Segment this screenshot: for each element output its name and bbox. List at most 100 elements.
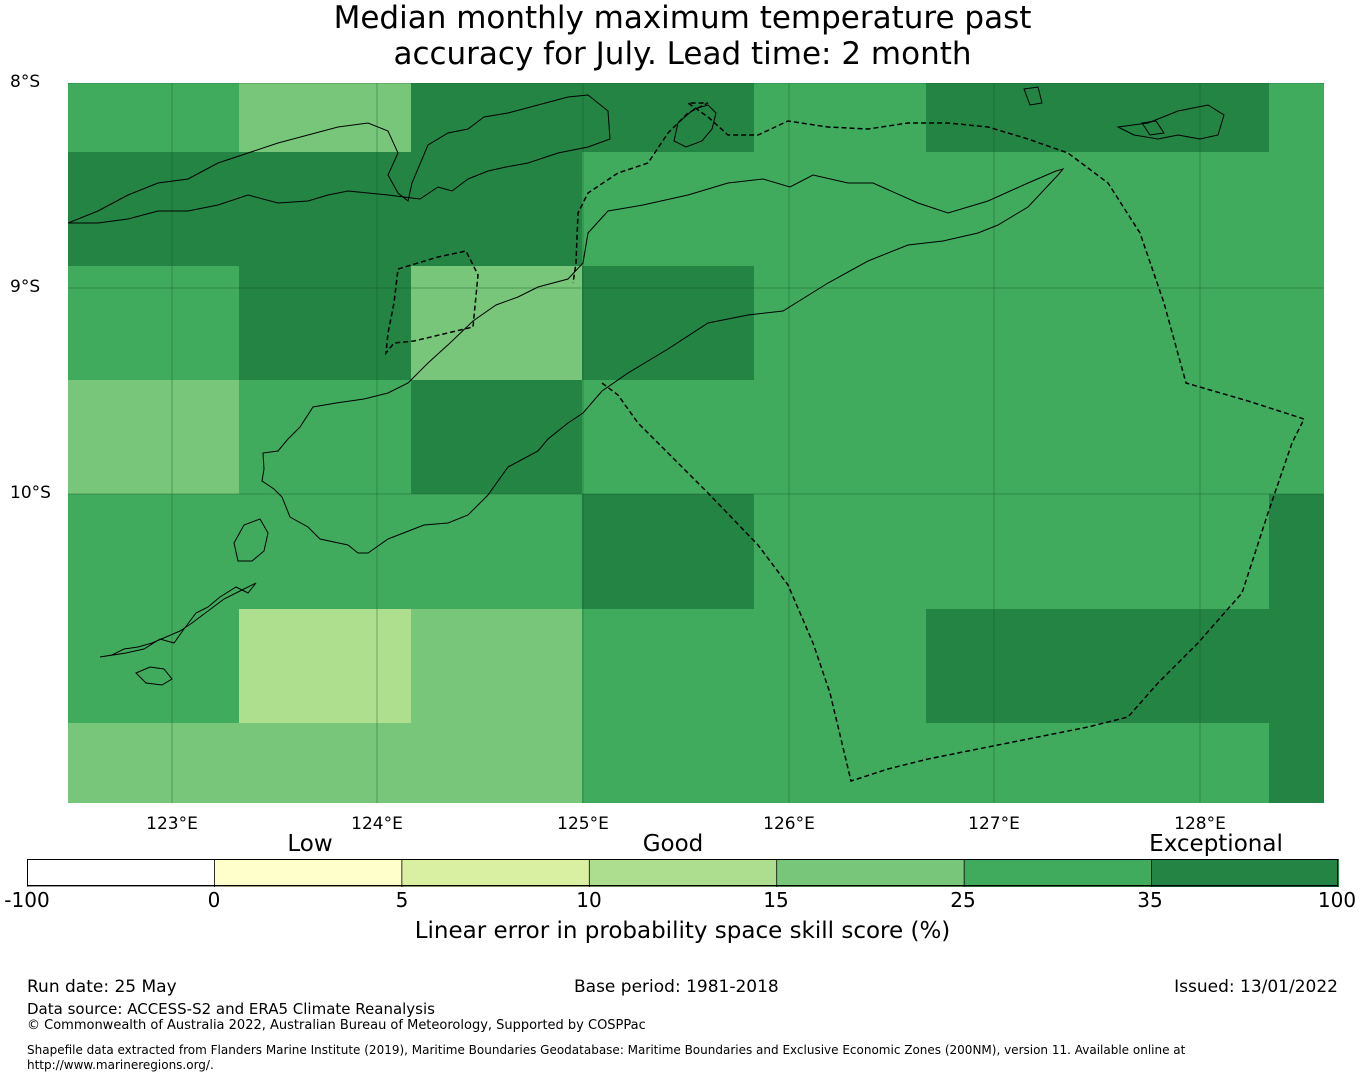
- grid-cell: [926, 494, 1097, 609]
- grid-cell: [926, 380, 1097, 494]
- colorbar-tick-5: 5: [395, 888, 409, 912]
- grid-cell: [68, 152, 239, 266]
- grid-cell: [582, 83, 754, 152]
- grid-cell: [68, 83, 239, 152]
- grid-cell: [1097, 266, 1269, 380]
- grid-cell: [754, 494, 926, 609]
- skill-score-map: [68, 83, 1324, 803]
- colorbar-tick-100: 100: [1317, 888, 1357, 912]
- lon-label-124e: 124°E: [351, 814, 403, 834]
- grid-cell: [411, 609, 582, 723]
- grid-cell: [754, 83, 926, 152]
- grid-cell: [1269, 83, 1324, 152]
- grid-cell: [582, 266, 754, 380]
- grid-cell: [1097, 380, 1269, 494]
- colorbar-segment: [588, 859, 778, 887]
- grid-cell: [582, 723, 754, 803]
- category-label-good: Good: [642, 831, 704, 857]
- colorbar-segment: [963, 859, 1153, 887]
- savu-coastline: [135, 666, 173, 686]
- grid-cell: [582, 494, 754, 609]
- grid-cell: [1097, 83, 1269, 152]
- grid-cell: [1269, 266, 1324, 380]
- category-label-low: Low: [287, 831, 333, 857]
- grid-cell: [1269, 152, 1324, 266]
- colorbar-segment: [401, 859, 591, 887]
- map-title-line-1: Median monthly maximum temperature past: [333, 0, 1032, 36]
- data-source: Data source: ACCESS-S2 and ERA5 Climate …: [27, 1000, 435, 1018]
- roti-coastline: [99, 582, 257, 658]
- lon-label-128e: 128°E: [1174, 814, 1226, 834]
- grid-cell: [411, 83, 582, 152]
- shapefile-credit-line-2: http://www.marineregions.org/.: [27, 1058, 214, 1072]
- grid-cell: [1097, 152, 1269, 266]
- shapefile-credit-line-1: Shapefile data extracted from Flanders M…: [27, 1043, 1186, 1057]
- grid-cell: [68, 494, 239, 609]
- colorbar-segments: [27, 859, 1339, 887]
- grid-cell: [1269, 494, 1324, 609]
- colorbar-segment: [776, 859, 966, 887]
- grid-cell: [68, 609, 239, 723]
- grid-cell: [411, 380, 582, 494]
- colorbar-tick-25: 25: [950, 888, 976, 912]
- grid-cell: [754, 152, 926, 266]
- grid-cell: [68, 380, 239, 494]
- lat-label-8s: 8°S: [10, 72, 41, 92]
- grid-cell: [411, 152, 582, 266]
- lon-label-127e: 127°E: [968, 814, 1020, 834]
- grid-cell: [1269, 723, 1324, 803]
- grid-cell: [239, 83, 411, 152]
- grid-cell: [754, 266, 926, 380]
- grid-cell: [1097, 723, 1269, 803]
- colorbar-tick-15: 15: [763, 888, 789, 912]
- lat-label-9s: 9°S: [10, 277, 41, 297]
- colorbar-frame: [27, 859, 1338, 886]
- coastlines: [68, 86, 1225, 686]
- colorbar-tick-minus-100: -100: [4, 888, 50, 912]
- grid-cell: [926, 266, 1097, 380]
- atauro-coastline: [1141, 120, 1165, 136]
- lon-label-123e: 123°E: [146, 814, 198, 834]
- grid-cell: [239, 266, 411, 380]
- grid-cell: [68, 266, 239, 380]
- graticule: [68, 83, 1324, 803]
- grid-cells: [68, 83, 1324, 803]
- grid-cell: [926, 83, 1097, 152]
- timor-leste-eez-boundary: [572, 102, 1306, 782]
- maritime-boundaries: [385, 102, 1306, 782]
- colorbar-segment: [27, 859, 216, 887]
- grid-cell: [411, 494, 582, 609]
- semau-coastline: [233, 518, 269, 562]
- grid-cell: [926, 152, 1097, 266]
- grid-cell: [582, 380, 754, 494]
- colorbar-segment: [1151, 859, 1339, 887]
- lon-label-125e: 125°E: [557, 814, 609, 834]
- colorbar-tick-35: 35: [1137, 888, 1163, 912]
- run-date: Run date: 25 May: [27, 977, 177, 997]
- grid-cell: [754, 380, 926, 494]
- grid-cell: [239, 494, 411, 609]
- grid-cell: [239, 609, 411, 723]
- grid-cell: [926, 609, 1097, 723]
- kisar-coastline: [1023, 86, 1043, 106]
- colorbar-tick-0: 0: [207, 888, 221, 912]
- wetar-coastline: [1116, 104, 1225, 140]
- grid-cell: [239, 380, 411, 494]
- issued-date: Issued: 13/01/2022: [1174, 977, 1338, 997]
- oecusse-boundary: [385, 250, 479, 356]
- colorbar-label: Linear error in probability space skill …: [414, 918, 951, 944]
- colorbar: [27, 859, 1339, 887]
- colorbar-tick-10: 10: [576, 888, 602, 912]
- flores-coastline: [68, 94, 611, 224]
- copyright-notice: © Commonwealth of Australia 2022, Austra…: [27, 1018, 646, 1033]
- lon-label-126e: 126°E: [763, 814, 815, 834]
- map-title-line-2: accuracy for July. Lead time: 2 month: [393, 36, 972, 72]
- grid-cell: [239, 152, 411, 266]
- grid-cell: [411, 723, 582, 803]
- grid-cell: [239, 723, 411, 803]
- lat-label-10s: 10°S: [10, 483, 51, 503]
- grid-cell: [582, 609, 754, 723]
- grid-cell: [411, 266, 582, 380]
- grid-cell: [1097, 609, 1269, 723]
- timor-coastline: [261, 168, 1065, 554]
